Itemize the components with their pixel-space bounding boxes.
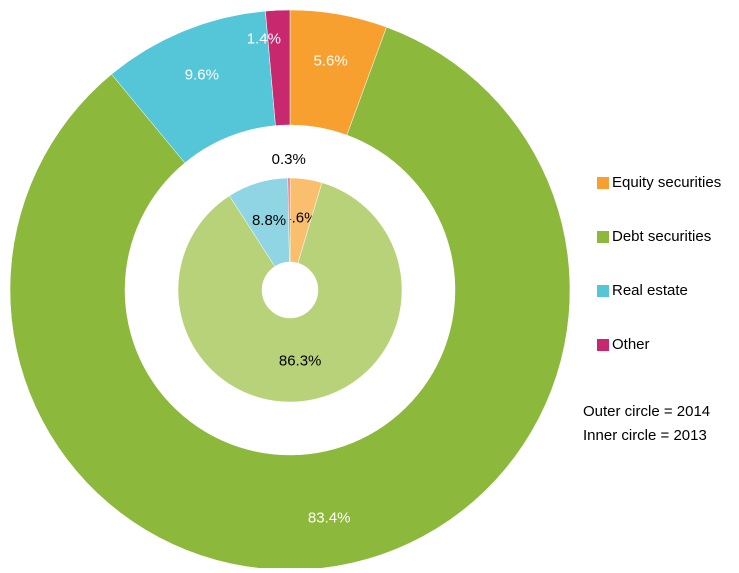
data-label: 8.8% [252,212,286,229]
data-label: 9.6% [185,66,219,83]
annotation: Outer circle = 2014 [583,403,710,420]
donut-segment [9,26,571,571]
legend-swatch [597,177,609,189]
data-label: 86.3% [279,352,322,369]
legend-label: Debt securities [612,228,711,245]
data-label: 1.4% [247,30,281,47]
donut-segment [177,182,403,403]
data-label: 5.6% [314,53,348,70]
legend-swatch [597,339,609,351]
data-label: 4.6% [283,210,317,227]
legend-label: Equity securities [612,174,721,191]
legend-label: Real estate [612,282,688,299]
annotation: Inner circle = 2013 [583,427,707,444]
legend-swatch [597,231,609,243]
data-label: 83.4% [308,510,351,527]
legend-swatch [597,285,609,297]
legend-label: Other [612,336,650,353]
data-label: 0.3% [272,151,306,168]
donut-segment [265,9,291,126]
donut-segment [287,177,291,263]
